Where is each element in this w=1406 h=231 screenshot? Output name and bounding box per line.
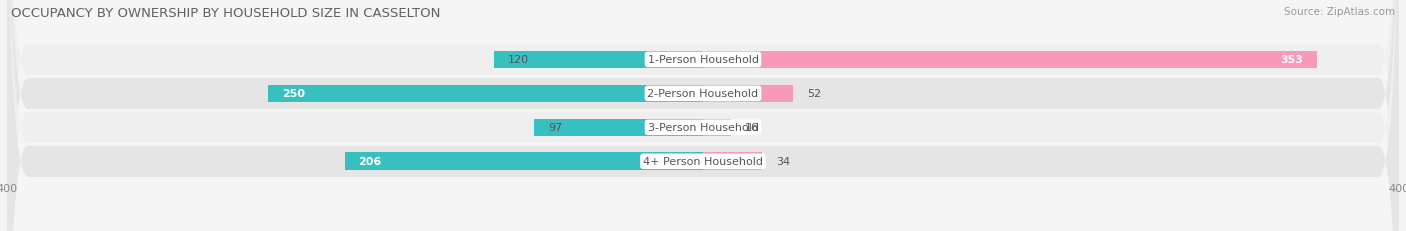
Text: Source: ZipAtlas.com: Source: ZipAtlas.com bbox=[1284, 7, 1395, 17]
Text: 4+ Person Household: 4+ Person Household bbox=[643, 157, 763, 167]
Bar bbox=[703, 85, 793, 103]
Bar bbox=[703, 51, 1317, 69]
Text: 250: 250 bbox=[283, 89, 305, 99]
Bar bbox=[534, 119, 703, 137]
Text: 52: 52 bbox=[807, 89, 821, 99]
Bar bbox=[344, 153, 703, 170]
Text: 3-Person Household: 3-Person Household bbox=[648, 123, 758, 133]
FancyBboxPatch shape bbox=[7, 0, 1399, 231]
Bar bbox=[703, 153, 762, 170]
Bar bbox=[703, 119, 731, 137]
Text: 16: 16 bbox=[745, 123, 759, 133]
Bar bbox=[269, 85, 703, 103]
Text: 206: 206 bbox=[359, 157, 382, 167]
FancyBboxPatch shape bbox=[7, 0, 1399, 231]
Text: 97: 97 bbox=[548, 123, 562, 133]
Text: 353: 353 bbox=[1281, 55, 1303, 65]
Bar bbox=[495, 51, 703, 69]
FancyBboxPatch shape bbox=[7, 0, 1399, 231]
Text: 2-Person Household: 2-Person Household bbox=[647, 89, 759, 99]
FancyBboxPatch shape bbox=[7, 0, 1399, 231]
Text: 34: 34 bbox=[776, 157, 790, 167]
Text: 1-Person Household: 1-Person Household bbox=[648, 55, 758, 65]
Text: 120: 120 bbox=[508, 55, 529, 65]
Text: OCCUPANCY BY OWNERSHIP BY HOUSEHOLD SIZE IN CASSELTON: OCCUPANCY BY OWNERSHIP BY HOUSEHOLD SIZE… bbox=[11, 7, 440, 20]
